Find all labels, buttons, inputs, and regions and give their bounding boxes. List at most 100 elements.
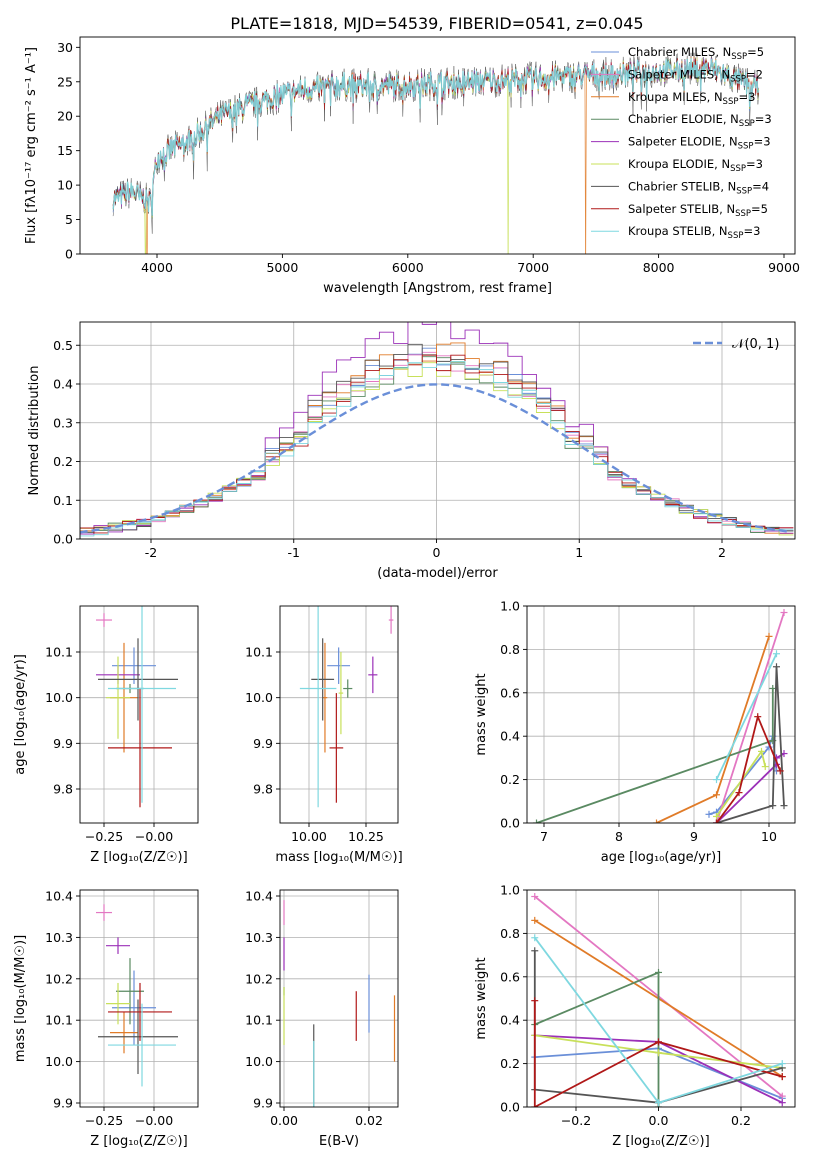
mass_vs_Z-plot-area <box>96 904 178 1087</box>
legend-suffix-8: =3 <box>743 224 760 238</box>
spectrum-ytick-label: 5 <box>65 212 73 227</box>
legend-subscript-8: SSP <box>728 231 744 241</box>
mass_vs_Z-xtick-label: −0.00 <box>135 1113 173 1128</box>
residuals-ytick-label: 0.3 <box>53 415 73 430</box>
age_vs_mass-ytick-label: 10.0 <box>245 690 273 705</box>
spectrum-observed-line <box>112 52 759 234</box>
residuals-xtick-label: 0 <box>433 545 441 560</box>
spectrum-legend: Chabrier MILES, NSSP=5 Salpeter MILES, NS… <box>591 45 772 241</box>
legend-label-8: Kroupa STELIB, NSSP=3 <box>628 224 760 241</box>
mass_vs_ebv-xlabel: E(B-V) <box>319 1134 359 1149</box>
legend-subscript-3: SSP <box>739 119 755 129</box>
weight_vs_Z-ytick-label: 1.0 <box>500 883 520 898</box>
normal-curve <box>80 383 791 534</box>
residuals-panel: -2 -1 0 1 2 0.0 0.1 0.2 0.3 0.4 0.5 (data-model)/er… <box>27 321 796 581</box>
age_vs_Z-ytick-label: 10.0 <box>45 690 73 705</box>
weight_vs_Z-xlabel: Z [log₁₀(Z/Z☉)] <box>612 1134 709 1149</box>
legend-subscript-2: SSP <box>723 97 739 107</box>
legend-suffix-5: =3 <box>746 157 763 171</box>
mass_vs_ebv-panel: 0.00 0.02 9.9 10.0 10.1 10.2 10.3 10.4 E(B-V) <box>245 889 399 1149</box>
legend-subscript-5: SSP <box>730 164 746 174</box>
spectrum-ytick-label: 0 <box>65 247 73 262</box>
residuals-xtick-label: -2 <box>145 545 157 560</box>
age_vs_Z-xtick-label: −0.00 <box>135 829 173 844</box>
weight_vs_Z-series-line <box>533 1000 783 1107</box>
weight_vs_Z-ytick-label: 0.8 <box>500 926 520 941</box>
weight_vs_age-panel: 7 8 9 10 0.0 0.2 0.4 0.6 0.8 1.0 age [log₁₀(age/yr… <box>474 599 796 865</box>
weight_vs_Z-ytick-label: 0.2 <box>500 1056 520 1071</box>
weight_vs_age-xtick-label: 10 <box>761 829 777 844</box>
age_vs_mass-ytick-label: 10.1 <box>245 645 273 660</box>
age_vs_mass-xtick-label: 10.00 <box>291 829 327 844</box>
legend-suffix-3: =3 <box>755 112 772 126</box>
residuals-xlabel: (data-model)/error <box>377 566 498 581</box>
weight_vs_Z-panel: −0.2 0.0 0.2 0.0 0.2 0.4 0.6 0.8 1.0 Z [log₁₀(Z/Z… <box>474 883 796 1149</box>
weight_vs_age-ytick-label: 1.0 <box>500 599 520 614</box>
weight_vs_Z-frame <box>526 889 796 1108</box>
legend-suffix-6: =4 <box>752 179 769 193</box>
weight_vs_age-ytick-label: 0.2 <box>500 772 520 787</box>
figure-title: PLATE=1818, MJD=54539, FIBERID=0541, z=0… <box>230 14 643 33</box>
weight_vs_age-plot-area <box>533 609 788 823</box>
residuals-plot-area <box>80 322 794 539</box>
mass_vs_ebv-plot-area <box>283 900 396 1107</box>
legend-label-2: Kroupa MILES, NSSP=3 <box>628 90 755 107</box>
legend-suffix-2: =3 <box>738 90 755 104</box>
mass_vs_ebv-ytick-label: 10.4 <box>245 889 273 904</box>
spectrum-ylabel: Flux [fλ10⁻¹⁷ erg cm⁻² s⁻¹ A⁻¹] <box>24 47 39 244</box>
age_vs_mass-xlabel: mass [log₁₀(M/M☉)] <box>275 850 402 865</box>
residuals-xtick-label: 1 <box>575 545 583 560</box>
weight_vs_age-xtick-label: 9 <box>690 829 698 844</box>
age_vs_mass-panel: 10.00 10.25 9.8 9.9 10.0 10.1 mass [log₁₀(M/M☉… <box>245 605 403 865</box>
spectrum-xtick-label: 6000 <box>392 260 424 275</box>
weight_vs_age-xlabel: age [log₁₀(age/yr)] <box>601 850 722 865</box>
legend-suffix-4: =3 <box>754 135 771 149</box>
residuals-ytick-label: 0.4 <box>53 377 73 392</box>
age_vs_mass-xtick-label: 10.25 <box>348 829 384 844</box>
legend-subscript-7: SSP <box>735 209 751 219</box>
residuals-xtick-label: -1 <box>288 545 300 560</box>
weight_vs_age-series-line <box>715 653 778 780</box>
mass_vs_ebv-ytick-label: 10.1 <box>245 1013 273 1028</box>
mass_vs_Z-xlabel: Z [log₁₀(Z/Z☉)] <box>90 1134 187 1149</box>
spectrum-xtick-label: 5000 <box>266 260 298 275</box>
spectrum-ytick-label: 10 <box>57 178 73 193</box>
mass_vs_Z-ylabel: mass [log₁₀(M/M☉)] <box>13 935 28 1062</box>
age_vs_Z-ylabel: age [log₁₀(age/yr)] <box>13 654 28 775</box>
age_vs_Z-ytick-label: 9.8 <box>53 782 73 797</box>
age_vs_mass-plot-area <box>299 606 394 808</box>
mass_vs_Z-ytick-label: 10.3 <box>45 930 73 945</box>
age_vs_mass-ytick-label: 9.9 <box>253 736 273 751</box>
age_vs_mass-ytick-label: 9.8 <box>253 782 273 797</box>
weight_vs_Z-series-line <box>534 971 660 1107</box>
spectrum-model-line <box>112 58 760 216</box>
weight_vs_Z-plot-area <box>531 893 786 1107</box>
age_vs_Z-xlabel: Z [log₁₀(Z/Z☉)] <box>90 850 187 865</box>
weight_vs_age-ytick-label: 0.0 <box>500 816 520 831</box>
mass_vs_Z-ytick-label: 10.2 <box>45 971 73 986</box>
residuals-frame <box>79 321 796 540</box>
age_vs_Z-plot-area <box>96 606 178 808</box>
mass_vs_Z-ytick-label: 10.1 <box>45 1013 73 1028</box>
legend-label-6: Chabrier STELIB, NSSP=4 <box>628 179 769 196</box>
legend-label-7: Salpeter STELIB, NSSP=5 <box>628 202 768 219</box>
spectrum-plot-area <box>112 52 760 254</box>
residuals-ytick-label: 0.2 <box>53 454 73 469</box>
weight_vs_Z-ytick-label: 0.0 <box>500 1100 520 1115</box>
mass_vs_Z-ytick-label: 10.4 <box>45 889 73 904</box>
spectrum-xtick-label: 8000 <box>643 260 675 275</box>
weight_vs_age-ylabel: mass weight <box>474 673 489 755</box>
age_vs_Z-frame <box>79 605 199 824</box>
spectrum-ytick-label: 30 <box>57 40 73 55</box>
mass_vs_Z-ytick-label: 10.0 <box>45 1054 73 1069</box>
residuals-ytick-label: 0.1 <box>53 493 73 508</box>
age_vs_mass-frame <box>279 605 399 824</box>
weight_vs_age-ytick-label: 0.6 <box>500 685 520 700</box>
mass_vs_ebv-xtick-label: 0.02 <box>355 1113 383 1128</box>
legend-subscript-0: SSP <box>731 52 747 62</box>
age_vs_Z-ytick-label: 10.1 <box>45 645 73 660</box>
weight_vs_age-frame <box>526 605 796 824</box>
legend-subscript-6: SSP <box>736 186 752 196</box>
weight_vs_age-ytick-label: 0.4 <box>500 729 520 744</box>
